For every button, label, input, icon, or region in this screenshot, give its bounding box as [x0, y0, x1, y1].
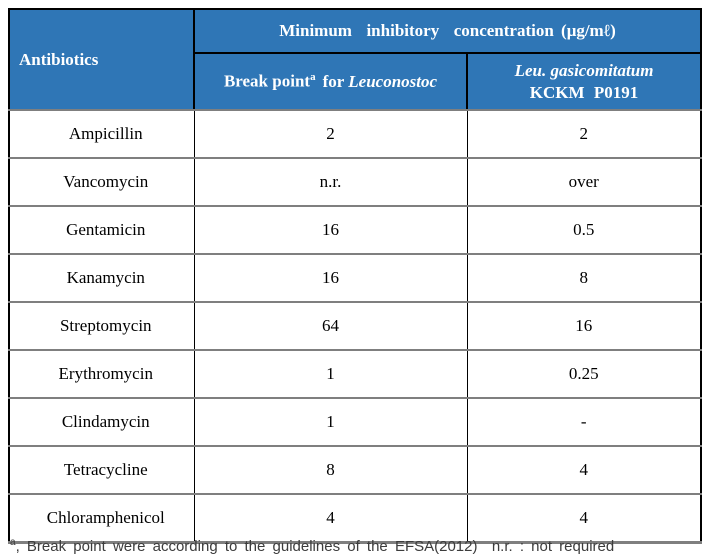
table-row: Kanamycin 16 8	[8, 253, 702, 303]
breakpoint-value: 1	[193, 397, 468, 447]
strain-value: -	[466, 397, 702, 447]
mic-table: Antibiotics Minimum inhibitory concentra…	[8, 8, 702, 544]
mic-title-text: Minimum inhibitory concentration (μg/mℓ)	[279, 21, 616, 40]
antibiotic-name: Streptomycin	[8, 301, 195, 351]
breakpoint-value: 4	[193, 493, 468, 544]
footnote-superscript: a	[10, 537, 16, 548]
breakpoint-value: 64	[193, 301, 468, 351]
breakpoint-superscript: a	[310, 71, 316, 84]
strain-value: 0.25	[466, 349, 702, 399]
footnote: a, Break point were according to the gui…	[10, 537, 702, 555]
footnote-text: , Break point were according to the guid…	[15, 538, 615, 555]
header-breakpoint-column: Break pointa for Leuconostoc	[193, 52, 468, 111]
table-row: Tetracycline 8 4	[8, 445, 702, 495]
table-row: Ampicillin 2 2	[8, 109, 702, 159]
table-row: Gentamicin 16 0.5	[8, 205, 702, 255]
breakpoint-value: 1	[193, 349, 468, 399]
table-row: Chloramphenicol 4 4	[8, 493, 702, 544]
table-row: Streptomycin 64 16	[8, 301, 702, 351]
header-antibiotics: Antibiotics	[8, 8, 195, 111]
breakpoint-value: n.r.	[193, 157, 468, 207]
strain-value: 0.5	[466, 205, 702, 255]
breakpoint-value: 16	[193, 205, 468, 255]
strain-name-italic: Leu. gasicomitatum	[514, 60, 654, 80]
breakpoint-label-mid: for	[322, 71, 345, 91]
antibiotic-name: Kanamycin	[8, 253, 195, 303]
table-row: Erythromycin 1 0.25	[8, 349, 702, 399]
table-body: Ampicillin 2 2 Vancomycin n.r. over Gent…	[8, 109, 702, 544]
table-header: Antibiotics Minimum inhibitory concentra…	[8, 8, 702, 111]
strain-value: over	[466, 157, 702, 207]
breakpoint-value: 8	[193, 445, 468, 495]
antibiotic-name: Clindamycin	[8, 397, 195, 447]
breakpoint-label: Break point	[223, 71, 311, 91]
antibiotic-name: Gentamicin	[8, 205, 195, 255]
strain-value: 4	[466, 493, 702, 544]
antibiotic-name: Vancomycin	[8, 157, 195, 207]
table-row: Clindamycin 1 -	[8, 397, 702, 447]
breakpoint-value: 16	[193, 253, 468, 303]
header-strain-column: Leu. gasicomitatum KCKM P0191	[466, 52, 702, 111]
breakpoint-species-italic: Leuconostoc	[348, 71, 438, 91]
mic-table-container: Antibiotics Minimum inhibitory concentra…	[8, 8, 702, 544]
header-mic-title: Minimum inhibitory concentration (μg/mℓ)	[193, 8, 702, 54]
antibiotic-name: Ampicillin	[8, 109, 195, 159]
strain-id: KCKM P0191	[529, 82, 639, 102]
strain-value: 2	[466, 109, 702, 159]
header-row-top: Antibiotics Minimum inhibitory concentra…	[8, 8, 702, 111]
antibiotic-name: Tetracycline	[8, 445, 195, 495]
header-row-sub: Break pointa for Leuconostoc Leu. gasicomi…	[9, 52, 702, 111]
strain-value: 8	[466, 253, 702, 303]
strain-value: 16	[466, 301, 702, 351]
antibiotic-name: Erythromycin	[8, 349, 195, 399]
breakpoint-value: 2	[193, 109, 468, 159]
antibiotic-name: Chloramphenicol	[8, 493, 195, 544]
table-row: Vancomycin n.r. over	[8, 157, 702, 207]
strain-value: 4	[466, 445, 702, 495]
